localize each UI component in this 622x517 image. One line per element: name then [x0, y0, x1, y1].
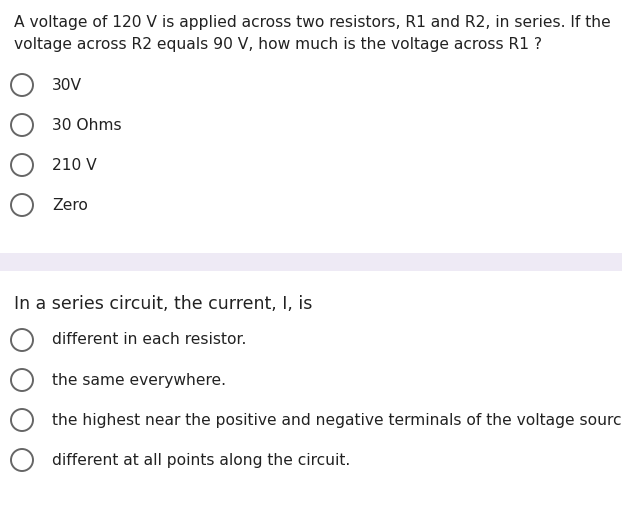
Text: In a series circuit, the current, I, is: In a series circuit, the current, I, is [14, 295, 312, 313]
Text: different in each resistor.: different in each resistor. [52, 332, 246, 347]
Text: the same everywhere.: the same everywhere. [52, 373, 226, 388]
Text: A voltage of 120 V is applied across two resistors, R1 and R2, in series. If the: A voltage of 120 V is applied across two… [14, 15, 611, 30]
Text: voltage across R2 equals 90 V, how much is the voltage across R1 ?: voltage across R2 equals 90 V, how much … [14, 37, 542, 52]
Bar [0, 253, 622, 271]
Text: different at all points along the circuit.: different at all points along the circui… [52, 452, 350, 467]
Text: the highest near the positive and negative terminals of the voltage source: the highest near the positive and negati… [52, 413, 622, 428]
Text: 30V: 30V [52, 78, 82, 93]
Text: Zero: Zero [52, 197, 88, 212]
Text: 30 Ohms: 30 Ohms [52, 117, 122, 132]
Text: 210 V: 210 V [52, 158, 97, 173]
